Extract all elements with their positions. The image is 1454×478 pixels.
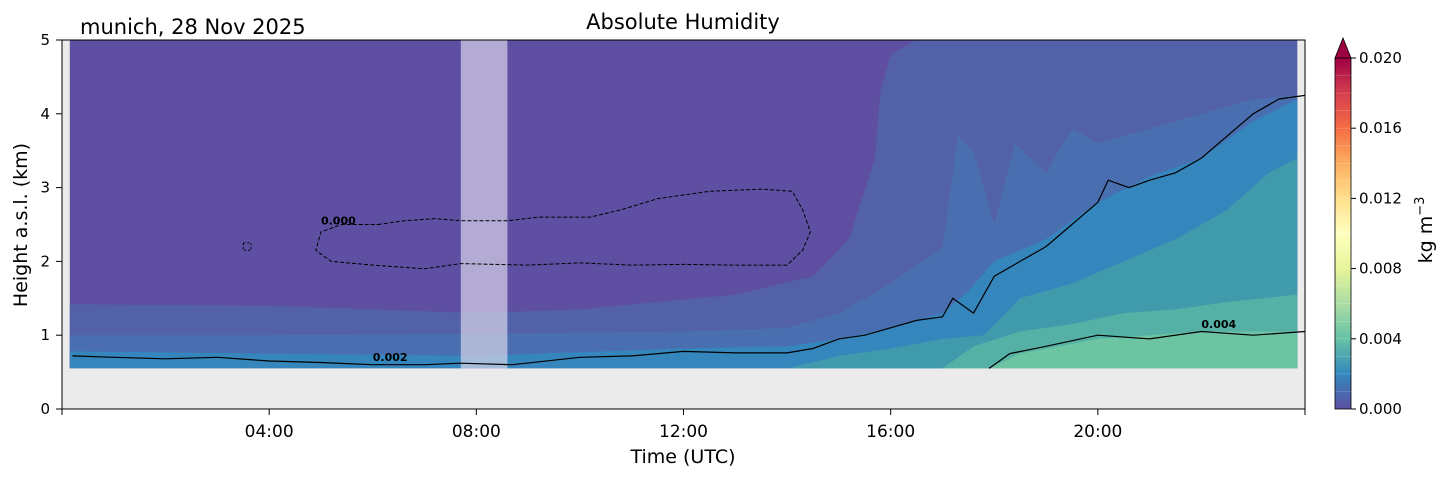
x-tick-label: 20:00 [1073,422,1122,442]
contour-line-0.004 [988,330,1305,369]
y-tick-label: 2 [40,252,50,270]
colorbar-tick-label: 0.012 [1359,189,1402,207]
colorbar: 0.000 0.004 0.008 0.012 0.016 0.020 kg m−3 [1334,36,1437,418]
y-tick-label: 5 [40,31,50,49]
below-ground-area [62,368,1305,409]
no-data-gap [460,40,508,369]
humidity-field [62,40,1305,409]
x-tick-label: 12:00 [659,422,708,442]
x-axis-label: Time (UTC) [629,446,735,468]
x-tick-label: 04:00 [245,422,294,442]
contour-line-0.000 [315,188,811,270]
colorbar-extend-arrow [1334,36,1352,59]
x-tick-label: 08:00 [452,422,501,442]
colorbar-tick-label: 0.000 [1359,400,1402,418]
colorbar-tick-label: 0.008 [1359,260,1402,278]
chart-title: Absolute Humidity [586,10,780,34]
chart-subtitle: munich, 28 Nov 2025 [80,15,306,39]
colorbar-tick-label: 0.016 [1359,119,1402,137]
y-axis-label: Height a.s.l. (km) [10,143,32,307]
contour-lines: 0.000 0.002 0.004 [72,94,1305,369]
contour-label-0.000: 0.000 [321,215,356,228]
colorbar-label-exponent: −3 [1413,197,1428,216]
humidity-band-3 [69,99,1298,369]
x-tick-label: 16:00 [866,422,915,442]
y-tick-label: 1 [40,326,50,344]
contour-label-0.004: 0.004 [1201,318,1236,331]
y-tick-label: 0 [40,400,50,418]
y-tick-label: 4 [40,105,50,123]
contour-label-0.002: 0.002 [373,351,408,364]
colorbar-tick-label: 0.020 [1359,49,1402,67]
contour-line-0.002 [72,94,1305,366]
contour-line-0.000-small [242,242,252,251]
colorbar-tick-label: 0.004 [1359,330,1402,348]
colorbar-label: kg m−3 [1413,197,1437,264]
colorbar-label-unit: kg m [1415,216,1437,264]
x-axis: 04:00 08:00 12:00 16:00 20:00 [61,409,1306,442]
y-tick-label: 3 [40,179,50,197]
y-axis: 0 1 2 3 4 5 [40,31,62,418]
humidity-band-6 [989,331,1298,369]
